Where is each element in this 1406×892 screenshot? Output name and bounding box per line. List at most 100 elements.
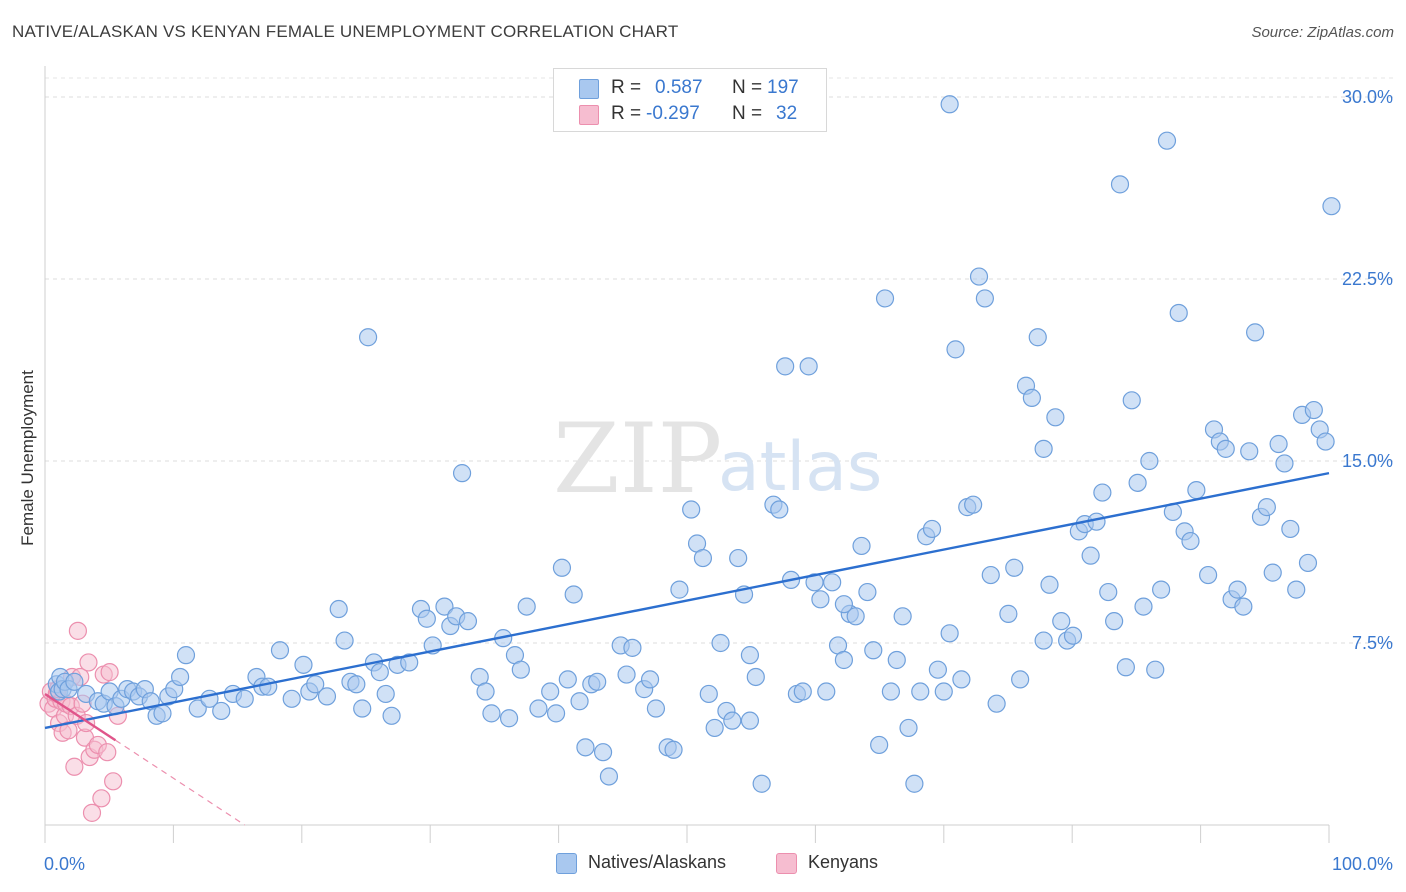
n-label: N = [732, 77, 763, 98]
natives-point [353, 699, 372, 718]
y-tick-label: 30.0% [1342, 87, 1393, 107]
kenyans-point [65, 757, 84, 776]
natives-point [1187, 481, 1206, 500]
natives-point [546, 704, 566, 723]
natives-point [417, 609, 436, 628]
kenyans-point [82, 803, 102, 822]
natives-point [1099, 582, 1118, 602]
natives-point [188, 699, 207, 718]
natives-point [588, 672, 607, 691]
natives-point [1122, 391, 1141, 410]
gridlines [45, 77, 1394, 644]
natives-point [317, 687, 337, 706]
natives-point [1052, 612, 1071, 631]
kenyans-point [79, 653, 98, 672]
natives-point [699, 684, 718, 704]
r-label: R = [611, 103, 642, 124]
natives-point [259, 677, 278, 696]
natives-points [47, 95, 1341, 793]
stats-row-natives: R = 0.587 N = 197 [554, 75, 826, 101]
natives-point [376, 684, 395, 704]
natives-point [1152, 580, 1171, 599]
natives-point [770, 500, 789, 519]
natives-point [212, 701, 231, 721]
natives-swatch [579, 79, 599, 99]
watermark: ZIP atlas [553, 403, 882, 515]
natives-point [1081, 546, 1100, 565]
natives-point [1281, 519, 1300, 539]
natives-point [1269, 434, 1288, 454]
natives-point [176, 646, 196, 665]
natives-point [964, 495, 983, 514]
natives-point [911, 682, 930, 701]
natives-point [599, 767, 619, 786]
natives-point [723, 711, 742, 730]
watermark-zip: ZIP [553, 403, 722, 515]
natives-point [805, 573, 824, 592]
natives-point [1022, 388, 1041, 408]
x-tick-label: 100.0% [1332, 854, 1393, 874]
natives-point [1034, 631, 1053, 650]
natives-point [1011, 670, 1030, 689]
natives-point [1093, 483, 1112, 502]
natives-point [499, 709, 519, 728]
natives-point [928, 660, 947, 679]
r-value: -0.297 [646, 103, 700, 124]
natives-point [1105, 612, 1124, 631]
kenyans-point [98, 743, 117, 762]
natives-point [899, 718, 918, 738]
natives-point [1234, 597, 1253, 616]
natives-point [875, 289, 895, 308]
natives-point [517, 597, 536, 616]
natives-point [946, 340, 965, 359]
natives-point [1116, 658, 1135, 677]
natives-point [335, 631, 354, 650]
kenyans-point [59, 721, 78, 740]
natives-point [1246, 323, 1265, 342]
n-value: 197 [767, 77, 799, 98]
natives-point [934, 682, 953, 701]
natives-point [1275, 454, 1294, 473]
kenyans-legend-label: Kenyans [808, 852, 879, 872]
tick-labels: 7.5% 15.0% 22.5% 30.0% 0.0% 100.0% [44, 87, 1393, 874]
n-label: N = [732, 103, 763, 124]
natives-point [558, 670, 577, 689]
natives-point [511, 660, 530, 679]
natives-point [799, 357, 818, 376]
natives-point [1128, 473, 1147, 492]
natives-point [529, 699, 548, 718]
natives-point [347, 675, 366, 694]
natives-point [617, 665, 636, 684]
natives-point [817, 682, 836, 701]
kenyans-swatch [579, 105, 599, 125]
natives-point [235, 689, 254, 708]
kenyans-trend-extension [115, 739, 246, 826]
natives-point [1199, 565, 1218, 585]
natives-point [1005, 558, 1024, 577]
natives-point [1228, 580, 1247, 599]
natives-point [1322, 197, 1341, 216]
watermark-atlas: atlas [718, 428, 882, 507]
natives-point [552, 558, 572, 577]
n-value: 32 [776, 103, 798, 124]
natives-point [1169, 303, 1188, 323]
natives-point [881, 682, 900, 701]
natives-point [576, 738, 595, 757]
natives-point [858, 582, 877, 602]
natives-point [864, 641, 883, 660]
natives-point [893, 607, 912, 626]
kenyans-point [68, 621, 87, 640]
y-tick-label: 7.5% [1352, 633, 1393, 653]
natives-point [1140, 451, 1159, 471]
natives-point [1304, 400, 1323, 420]
natives-point [670, 580, 689, 599]
natives-point [1287, 580, 1306, 599]
natives-point [564, 585, 583, 604]
natives-point [306, 675, 325, 694]
natives-point [541, 682, 560, 701]
natives-point [905, 774, 924, 793]
natives-point [776, 357, 795, 376]
natives-point [282, 689, 301, 708]
natives-point [65, 672, 84, 691]
